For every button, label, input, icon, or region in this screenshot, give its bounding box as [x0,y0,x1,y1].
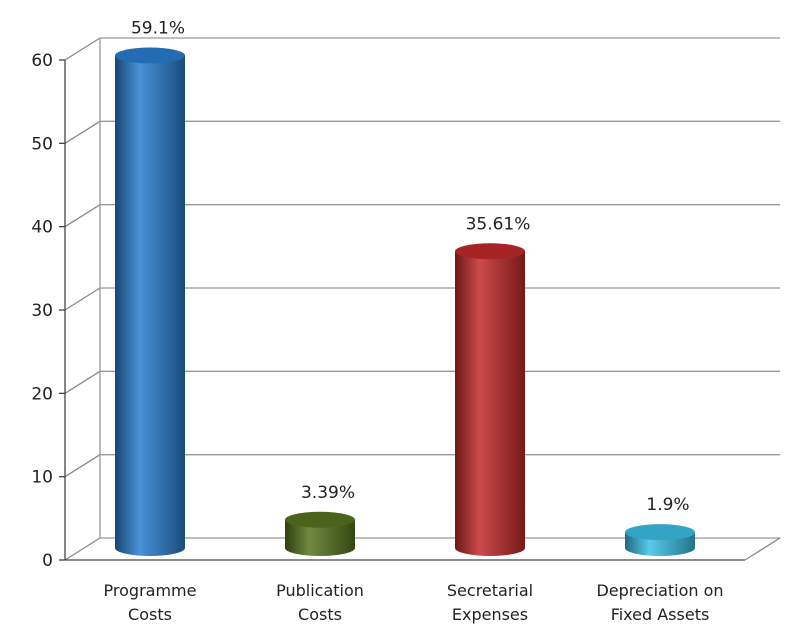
y-tick-label: 30 [31,301,53,321]
bar [625,524,695,556]
bar-top [455,243,525,260]
x-tick-label: Costs [298,605,342,624]
gridline-diagonal [64,120,101,144]
x-tick-label: Costs [128,605,172,624]
bar [115,47,185,556]
labels: 0 10 20 30 40 50 60 59.1% Programme Costs 3.39% Pub… [31,19,723,625]
x-tick-label: Programme [104,581,197,600]
data-label: 1.9% [646,495,689,515]
axes [59,59,781,561]
bar-body [115,55,185,556]
data-label: 35.61% [466,214,531,234]
bar-body [455,251,525,556]
gridline-diagonal [64,204,101,228]
floor-right-edge [744,537,781,561]
bars [115,47,695,556]
bar-top [625,524,695,541]
gridlines [64,37,780,561]
bar-top [115,47,185,64]
bar [455,243,525,556]
y-tick-label: 60 [31,51,53,71]
data-label: 3.39% [301,483,355,503]
x-tick-label: Secretarial [447,581,533,600]
x-tick-label: Publication [276,581,364,600]
gridline-diagonal [64,454,101,478]
gridline-diagonal [64,537,101,561]
gridline-diagonal [64,287,101,311]
bar-top [285,511,355,528]
bar [285,511,355,556]
y-tick-label: 20 [31,384,53,404]
y-tick-label: 10 [31,468,53,488]
y-tick-label: 40 [31,218,53,238]
gridline-diagonal [64,37,101,61]
gridline-diagonal [64,370,101,394]
y-tick-label: 50 [31,134,53,154]
x-tick-label: Expenses [452,605,528,624]
y-tick-label: 0 [42,551,53,571]
x-tick-label: Fixed Assets [611,605,710,624]
data-label: 59.1% [131,19,185,39]
x-tick-label: Depreciation on [596,581,723,600]
bar-body [285,519,355,556]
